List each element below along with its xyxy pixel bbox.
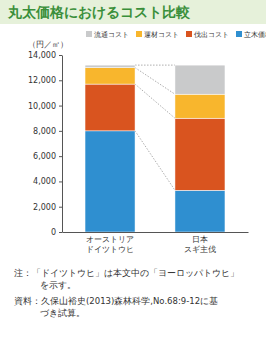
bar-segment [85, 131, 135, 232]
y-tick: 6,000 [33, 152, 62, 161]
y-tick: 2,000 [33, 203, 62, 212]
annotation-line: づき試算。 [40, 308, 85, 318]
y-tick-label: 12,000 [28, 76, 56, 85]
annotation-line: 資料：久保山裕史(2013)森林科学,No.68:9-12に基 [14, 296, 218, 306]
y-tick: 4,000 [33, 177, 62, 186]
bar-segment [85, 68, 135, 84]
title: 丸太価格におけるコスト比較 [7, 4, 191, 20]
y-tick-label: 0 [51, 228, 56, 237]
y-axis-line [62, 56, 63, 233]
y-tick-mark [59, 181, 62, 182]
x-tick-label: オーストリアドイツトウヒ [86, 235, 134, 254]
bar-segment [85, 65, 135, 68]
y-tick-label: 8,000 [33, 127, 56, 136]
x-tick-label: 日本スギ主伐 [184, 235, 216, 254]
y-tick: 10,000 [28, 102, 62, 111]
connector-line [135, 84, 175, 118]
x-tick: オーストリアドイツトウヒ [86, 232, 134, 254]
chart: 丸太価格におけるコスト比較 0 2,000 4,000 6,000 8,000 10,000… [0, 0, 266, 337]
y-tick-mark [59, 232, 62, 233]
connector-line [135, 131, 175, 190]
legend: 流通コスト 運材コスト 伐出コスト 立木価格 [86, 31, 266, 39]
legend-label: 流通コスト [94, 31, 129, 39]
bar-segment [85, 84, 135, 131]
legend-swatch [236, 31, 242, 37]
x-axis: オーストリアドイツトウヒ 日本スギ主伐 [63, 232, 249, 254]
x-tick-label-line: スギ主伐 [184, 245, 216, 254]
y-tick-label: 4,000 [33, 177, 56, 186]
y-tick: 8,000 [33, 127, 62, 136]
plot-area [85, 65, 225, 232]
y-tick-label: 6,000 [33, 152, 56, 161]
bar-segment [175, 65, 225, 94]
y-tick-mark [59, 131, 62, 132]
legend-label: 運材コスト [144, 31, 179, 39]
bar-segment [175, 118, 225, 190]
x-tick-label-line: 日本 [192, 235, 208, 244]
connector-line [135, 68, 175, 95]
legend-swatch [86, 31, 92, 37]
y-axis: 0 2,000 4,000 6,000 8,000 10,000 12,000 14,000 [28, 51, 63, 237]
y-tick: 12,000 [28, 76, 62, 85]
y-tick-mark [59, 156, 62, 157]
y-axis-title: （円／㎥） [28, 40, 68, 49]
y-tick-mark [59, 106, 62, 107]
legend-label: 立木価格 [244, 31, 266, 39]
bar-segment [175, 190, 225, 232]
x-tick: 日本スギ主伐 [184, 232, 216, 254]
y-tick: 14,000 [28, 51, 62, 60]
y-tick-label: 10,000 [28, 102, 56, 111]
bar-segment [175, 94, 225, 118]
annotation: 資料：久保山裕史(2013)森林科学,No.68:9-12に基づき試算。 [14, 296, 218, 318]
annotation: 注：「ドイツトウヒ」は本文中の「ヨーロッパトウヒ」を示す。 [14, 268, 239, 290]
legend-swatch [186, 31, 192, 37]
x-tick-label-line: ドイツトウヒ [86, 245, 134, 254]
y-tick-label: 14,000 [28, 51, 56, 60]
y-tick: 0 [51, 228, 62, 237]
annotation-line: を示す。 [40, 280, 76, 290]
connector-line [135, 65, 175, 66]
legend-label: 伐出コスト [194, 31, 229, 39]
y-tick-mark [59, 80, 62, 81]
title-band [0, 0, 266, 24]
y-tick-mark [59, 207, 62, 208]
x-axis-line [63, 232, 249, 233]
annotation-line: 注：「ドイツトウヒ」は本文中の「ヨーロッパトウヒ」 [14, 268, 239, 278]
x-tick-label-line: オーストリア [86, 235, 134, 244]
y-tick-label: 2,000 [33, 203, 56, 212]
y-tick-mark [59, 55, 62, 56]
legend-swatch [136, 31, 142, 37]
